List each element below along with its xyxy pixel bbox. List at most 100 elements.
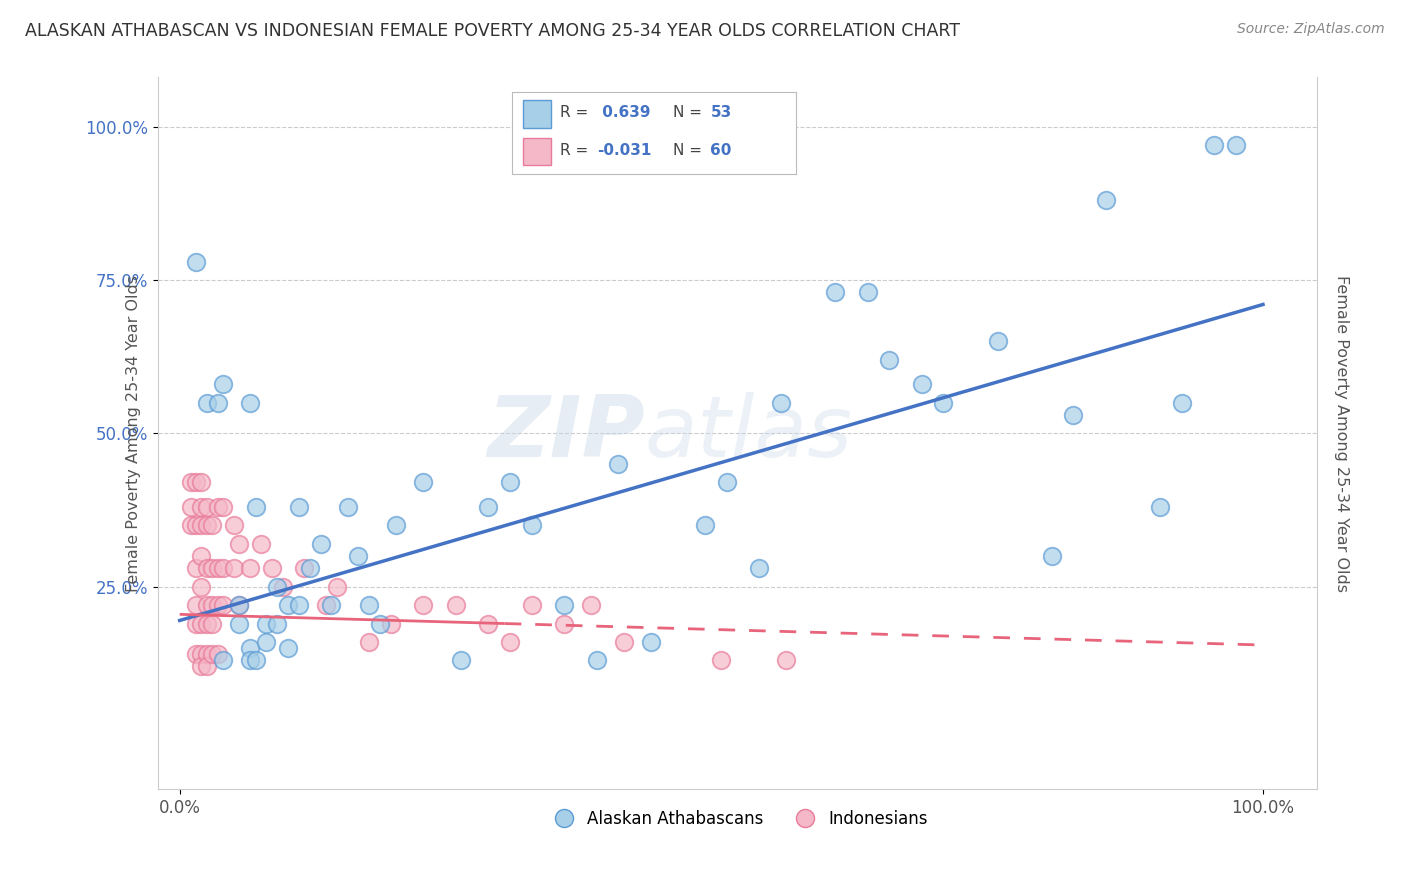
Text: atlas: atlas [645, 392, 853, 475]
Point [260, 561, 283, 575]
Point [228, 598, 250, 612]
Point [207, 647, 229, 661]
Point [212, 598, 235, 612]
Point [184, 254, 207, 268]
Point [190, 475, 212, 490]
Point [190, 580, 212, 594]
Point [775, 653, 797, 667]
Point [201, 616, 224, 631]
Point [254, 616, 277, 631]
Point [824, 285, 846, 300]
Point [288, 500, 311, 514]
Point [239, 653, 262, 667]
Point [450, 653, 472, 667]
Text: Source: ZipAtlas.com: Source: ZipAtlas.com [1237, 22, 1385, 37]
Point [581, 598, 603, 612]
Point [254, 635, 277, 649]
Point [245, 500, 267, 514]
Point [1204, 137, 1226, 152]
Point [368, 616, 391, 631]
Point [932, 395, 955, 409]
Point [1149, 500, 1171, 514]
Point [359, 635, 381, 649]
Point [1095, 193, 1118, 207]
Point [245, 653, 267, 667]
Point [444, 598, 467, 612]
Point [212, 561, 235, 575]
Point [347, 549, 370, 563]
Point [222, 518, 245, 533]
Point [195, 518, 218, 533]
Point [190, 659, 212, 673]
Point [195, 395, 218, 409]
Point [207, 395, 229, 409]
Point [190, 500, 212, 514]
Point [184, 647, 207, 661]
Point [239, 561, 262, 575]
Point [1062, 408, 1084, 422]
Point [207, 500, 229, 514]
Point [877, 352, 900, 367]
Point [212, 377, 235, 392]
Point [693, 518, 716, 533]
Point [190, 647, 212, 661]
Text: ZIP: ZIP [488, 392, 645, 475]
Point [716, 475, 738, 490]
Point [184, 616, 207, 631]
Point [222, 561, 245, 575]
Point [212, 653, 235, 667]
Point [499, 635, 522, 649]
Point [911, 377, 934, 392]
Legend: Alaskan Athabascans, Indonesians: Alaskan Athabascans, Indonesians [540, 803, 935, 834]
Point [201, 561, 224, 575]
Point [190, 518, 212, 533]
Point [180, 475, 202, 490]
Point [184, 475, 207, 490]
Point [607, 457, 630, 471]
Point [195, 561, 218, 575]
Point [201, 647, 224, 661]
Point [769, 395, 792, 409]
Text: ALASKAN ATHABASCAN VS INDONESIAN FEMALE POVERTY AMONG 25-34 YEAR OLDS CORRELATIO: ALASKAN ATHABASCAN VS INDONESIAN FEMALE … [25, 22, 960, 40]
Point [201, 598, 224, 612]
Point [271, 580, 294, 594]
Point [326, 580, 349, 594]
Point [207, 561, 229, 575]
Point [212, 500, 235, 514]
Point [195, 500, 218, 514]
Point [298, 561, 321, 575]
Point [315, 598, 337, 612]
Point [309, 537, 332, 551]
Point [195, 659, 218, 673]
Point [1040, 549, 1063, 563]
Point [1170, 395, 1192, 409]
Point [207, 598, 229, 612]
Point [239, 395, 262, 409]
Point [228, 537, 250, 551]
Point [266, 616, 288, 631]
Point [748, 561, 770, 575]
Point [195, 598, 218, 612]
Point [195, 647, 218, 661]
Point [640, 635, 662, 649]
Point [710, 653, 733, 667]
Point [412, 598, 434, 612]
Point [553, 598, 575, 612]
Point [184, 561, 207, 575]
Point [190, 549, 212, 563]
Point [195, 616, 218, 631]
Point [520, 518, 543, 533]
Point [266, 580, 288, 594]
Point [180, 518, 202, 533]
Point [359, 598, 381, 612]
Y-axis label: Female Poverty Among 25-34 Year Olds: Female Poverty Among 25-34 Year Olds [127, 275, 142, 591]
Point [499, 475, 522, 490]
Point [184, 598, 207, 612]
Point [585, 653, 607, 667]
Point [380, 616, 402, 631]
Y-axis label: Female Poverty Among 25-34 Year Olds: Female Poverty Among 25-34 Year Olds [1334, 275, 1348, 591]
Point [412, 475, 434, 490]
Point [228, 616, 250, 631]
Point [336, 500, 359, 514]
Point [613, 635, 636, 649]
